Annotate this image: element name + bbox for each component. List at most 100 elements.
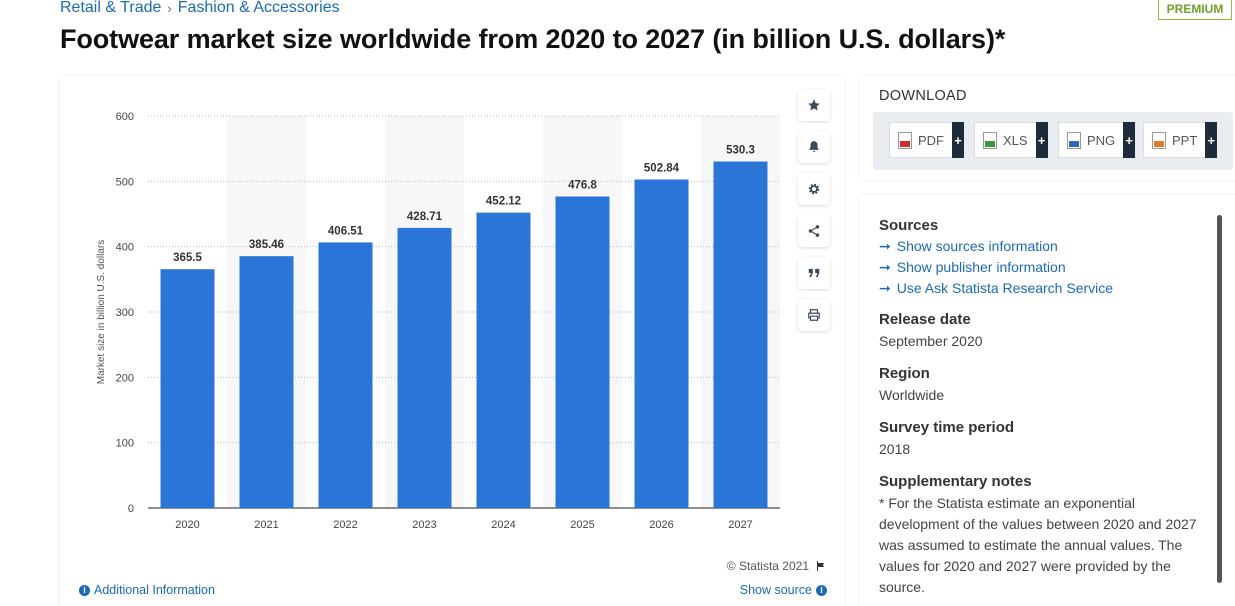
- info-icon: i: [816, 584, 827, 596]
- data-label: 452.12: [486, 196, 521, 208]
- download-pdf-label: PDF: [918, 132, 944, 148]
- bar: [713, 161, 768, 508]
- ppt-file-icon: [1152, 131, 1166, 149]
- download-ppt-plus[interactable]: +: [1205, 122, 1218, 158]
- x-tick-label: 2025: [570, 519, 594, 531]
- x-tick-label: 2027: [728, 519, 752, 531]
- download-xls-main: XLS: [974, 122, 1036, 158]
- download-png-label: PNG: [1087, 132, 1116, 148]
- data-label: 530.3: [726, 145, 755, 157]
- favorite-button[interactable]: [798, 89, 830, 121]
- additional-information-label: Additional Information: [94, 583, 215, 597]
- show-source-label: Show source: [739, 583, 812, 597]
- info-scrollbar[interactable]: [1217, 215, 1222, 583]
- breadcrumb-fashion-accessories[interactable]: Fashion & Accessories: [177, 0, 340, 16]
- download-title: DOWNLOAD: [879, 88, 967, 104]
- region-value: Worldwide: [879, 387, 945, 403]
- ask-statista-link[interactable]: ➞ Use Ask Statista Research Service: [879, 279, 1209, 297]
- bar: [634, 179, 689, 508]
- y-tick-label: 500: [116, 176, 134, 188]
- survey-period-value: 2018: [879, 441, 911, 457]
- share-button[interactable]: [798, 215, 830, 247]
- bar: [555, 196, 610, 508]
- quote-icon: [808, 268, 820, 278]
- download-png-plus[interactable]: +: [1123, 122, 1136, 158]
- star-icon: [808, 99, 820, 111]
- show-sources-link[interactable]: ➞ Show sources information: [879, 237, 1209, 255]
- breadcrumb: Retail & Trade › Fashion & Accessories: [60, 0, 340, 17]
- premium-badge[interactable]: PREMIUM: [1158, 0, 1232, 20]
- bar: [239, 256, 294, 508]
- show-publisher-link[interactable]: ➞ Show publisher information: [879, 258, 1209, 276]
- y-tick-label: 200: [116, 372, 134, 384]
- sources-heading: Sources: [879, 217, 939, 234]
- download-pdf-plus[interactable]: +: [952, 122, 964, 158]
- bar: [476, 212, 531, 508]
- x-tick-label: 2024: [491, 519, 515, 531]
- data-label: 385.46: [249, 239, 284, 251]
- data-label: 365.5: [173, 252, 202, 264]
- arrow-right-icon: ➞: [879, 238, 891, 254]
- show-publisher-label: Show publisher information: [896, 259, 1066, 275]
- bell-icon: [809, 141, 819, 153]
- print-icon: [808, 309, 820, 321]
- y-tick-label: 600: [116, 111, 134, 123]
- download-xls-button[interactable]: XLS +: [974, 122, 1048, 158]
- print-button[interactable]: [798, 299, 830, 331]
- gear-icon: [808, 183, 820, 195]
- download-xls-plus[interactable]: +: [1035, 122, 1048, 158]
- download-png-button[interactable]: PNG +: [1058, 122, 1136, 158]
- bar: [318, 242, 373, 509]
- breadcrumb-separator: ›: [167, 0, 172, 16]
- show-sources-label: Show sources information: [896, 238, 1058, 254]
- download-buttons: PDF + XLS + PNG +: [873, 112, 1233, 170]
- flag-icon[interactable]: [815, 560, 827, 572]
- show-source-link[interactable]: Show source i: [740, 583, 827, 597]
- data-label: 406.51: [328, 225, 364, 237]
- download-panel: DOWNLOAD PDF + XLS + PNG: [859, 76, 1235, 180]
- x-tick-label: 2026: [649, 519, 673, 531]
- page-title: Footwear market size worldwide from 2020…: [60, 24, 1006, 54]
- breadcrumb-retail-trade[interactable]: Retail & Trade: [60, 0, 162, 16]
- x-tick-label: 2022: [333, 519, 357, 531]
- data-label: 476.8: [568, 179, 597, 191]
- y-tick-label: 100: [116, 438, 134, 450]
- region-heading: Region: [879, 365, 930, 382]
- release-date-value: September 2020: [879, 333, 983, 349]
- chart-toolbar: [798, 89, 830, 331]
- settings-button[interactable]: [798, 173, 830, 205]
- cite-button[interactable]: [798, 257, 830, 289]
- download-ppt-label: PPT: [1172, 132, 1198, 148]
- survey-period-heading: Survey time period: [879, 419, 1015, 436]
- x-tick-label: 2021: [254, 519, 278, 531]
- info-content: Sources ➞ Show sources information ➞ Show …: [879, 217, 1209, 598]
- chart-card: 0 100 200 300 400 500 600 Market size in billio…: [60, 76, 845, 606]
- download-pdf-button[interactable]: PDF +: [889, 122, 964, 158]
- bar-chart: 0 100 200 300 400 500 600 Market size in billio…: [96, 111, 780, 531]
- statistic-info-panel: Sources ➞ Show sources information ➞ Show …: [859, 195, 1235, 606]
- bar: [160, 269, 215, 508]
- y-tick-label: 0: [128, 503, 134, 515]
- download-png-main: PNG: [1058, 122, 1124, 158]
- supplementary-notes-text: * For the Statista estimate an exponenti…: [879, 495, 1197, 595]
- ask-statista-label: Use Ask Statista Research Service: [896, 280, 1114, 296]
- additional-information-link[interactable]: i Additional Information: [79, 583, 215, 597]
- xls-file-icon: [983, 131, 997, 149]
- download-ppt-button[interactable]: PPT +: [1143, 122, 1218, 158]
- copyright-text: © Statista 2021: [726, 559, 809, 573]
- statista-copyright: © Statista 2021: [727, 559, 827, 573]
- arrow-right-icon: ➞: [879, 259, 891, 275]
- release-date-heading: Release date: [879, 311, 971, 328]
- info-icon: i: [79, 584, 90, 596]
- share-icon: [808, 225, 820, 237]
- x-tick-label: 2023: [412, 519, 436, 531]
- download-pdf-main: PDF: [889, 122, 952, 158]
- sources-section: Sources ➞ Show sources information ➞ Show …: [879, 217, 1209, 297]
- pdf-file-icon: [898, 131, 912, 149]
- png-file-icon: [1067, 131, 1081, 149]
- notification-button[interactable]: [798, 131, 830, 163]
- y-tick-label: 400: [116, 242, 134, 254]
- y-axis-title: Market size in billion U.S. dollars: [96, 240, 107, 385]
- data-label: 502.84: [644, 162, 680, 174]
